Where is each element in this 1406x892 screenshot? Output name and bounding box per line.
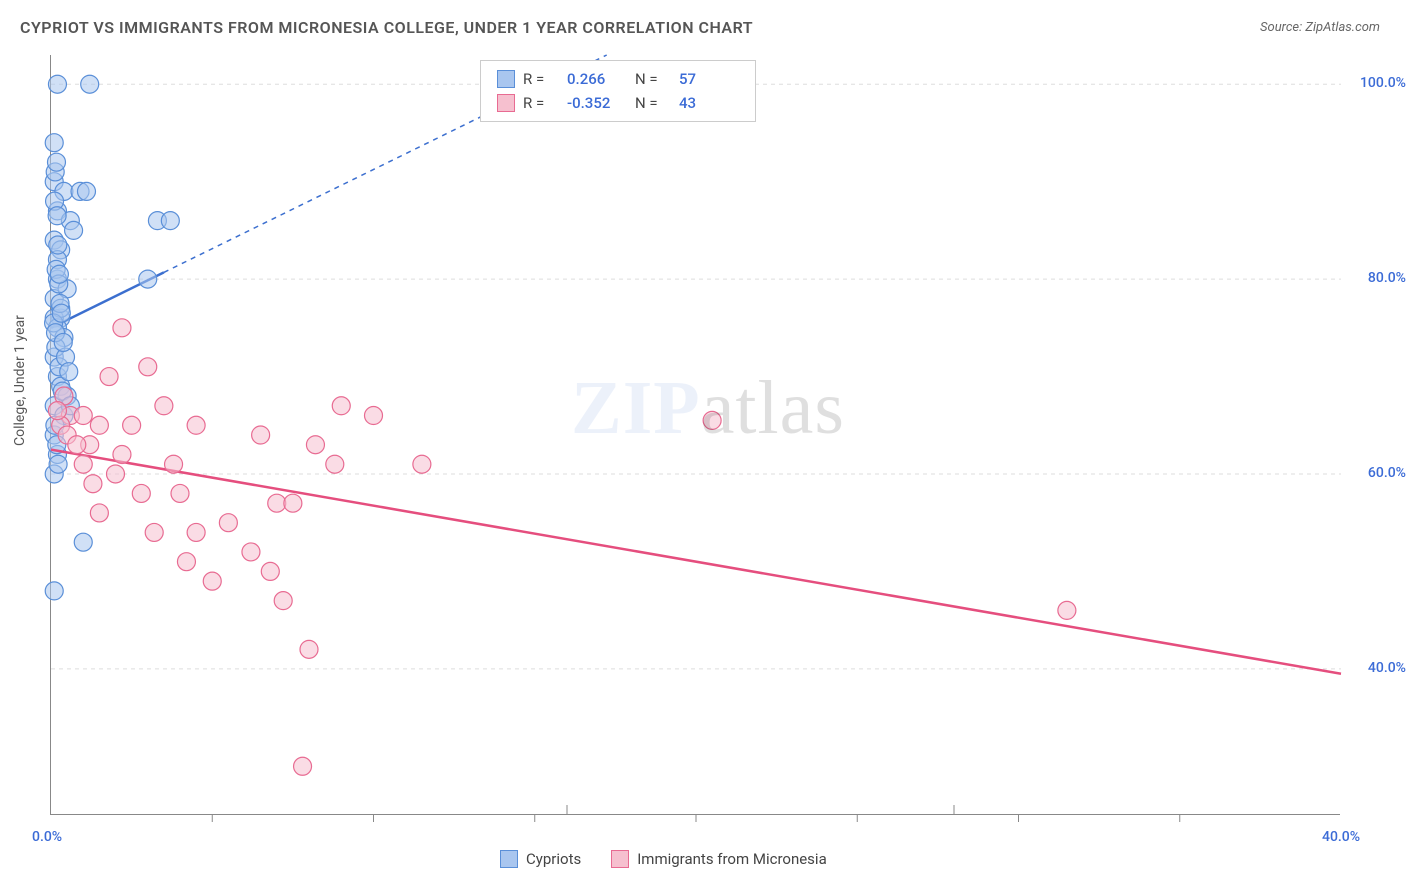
data-point bbox=[161, 212, 179, 230]
data-point bbox=[284, 494, 302, 512]
data-point bbox=[81, 75, 99, 93]
data-point bbox=[90, 416, 108, 434]
n-label: N = bbox=[635, 67, 671, 91]
plot-svg bbox=[51, 55, 1340, 814]
data-point bbox=[203, 572, 221, 590]
n-label: N = bbox=[635, 91, 671, 115]
data-point bbox=[50, 265, 68, 283]
data-point bbox=[54, 333, 72, 351]
data-point bbox=[123, 416, 141, 434]
data-point bbox=[48, 75, 66, 93]
legend-series-label: Immigrants from Micronesia bbox=[637, 850, 827, 868]
data-point bbox=[177, 553, 195, 571]
data-point bbox=[171, 484, 189, 502]
data-point bbox=[90, 504, 108, 522]
legend-series-item: Immigrants from Micronesia bbox=[611, 850, 827, 868]
chart-container: CYPRIOT VS IMMIGRANTS FROM MICRONESIA CO… bbox=[0, 0, 1406, 892]
data-point bbox=[326, 455, 344, 473]
x-tick-label: 40.0% bbox=[1322, 829, 1360, 845]
data-point bbox=[47, 153, 65, 171]
data-point bbox=[100, 368, 118, 386]
legend-swatch bbox=[497, 70, 515, 88]
r-label: R = bbox=[523, 67, 559, 91]
data-point bbox=[703, 411, 721, 429]
data-point bbox=[294, 757, 312, 775]
plot-area: ZIPatlas 40.0%60.0%80.0%100.0% bbox=[50, 55, 1340, 815]
data-point bbox=[45, 134, 63, 152]
data-point bbox=[45, 582, 63, 600]
data-point bbox=[1058, 601, 1076, 619]
x-tick-label: 0.0% bbox=[32, 829, 62, 845]
r-label: R = bbox=[523, 91, 559, 115]
data-point bbox=[132, 484, 150, 502]
data-point bbox=[274, 592, 292, 610]
y-tick-label: 40.0% bbox=[1368, 660, 1406, 676]
data-point bbox=[113, 445, 131, 463]
data-point bbox=[300, 640, 318, 658]
data-point bbox=[261, 562, 279, 580]
y-tick-label: 80.0% bbox=[1368, 270, 1406, 286]
data-point bbox=[48, 207, 66, 225]
data-point bbox=[77, 182, 95, 200]
data-point bbox=[113, 319, 131, 337]
data-point bbox=[48, 402, 66, 420]
legend-swatch bbox=[500, 850, 518, 868]
data-point bbox=[242, 543, 260, 561]
chart-title: CYPRIOT VS IMMIGRANTS FROM MICRONESIA CO… bbox=[20, 18, 753, 37]
data-point bbox=[165, 455, 183, 473]
source-label: Source: ZipAtlas.com bbox=[1260, 20, 1380, 35]
data-point bbox=[74, 455, 92, 473]
legend-swatch bbox=[497, 94, 515, 112]
data-point bbox=[187, 416, 205, 434]
data-point bbox=[332, 397, 350, 415]
data-point bbox=[60, 363, 78, 381]
n-value: 57 bbox=[679, 67, 739, 91]
data-point bbox=[155, 397, 173, 415]
legend-correlation-row: R = -0.352 N = 43 bbox=[497, 91, 739, 115]
data-point bbox=[84, 475, 102, 493]
data-point bbox=[219, 514, 237, 532]
data-point bbox=[365, 407, 383, 425]
legend-correlation: R = 0.266 N = 57 R = -0.352 N = 43 bbox=[480, 60, 756, 122]
data-point bbox=[139, 270, 157, 288]
data-point bbox=[49, 455, 67, 473]
legend-correlation-row: R = 0.266 N = 57 bbox=[497, 67, 739, 91]
y-axis-title: College, Under 1 year bbox=[12, 315, 28, 446]
data-point bbox=[413, 455, 431, 473]
data-point bbox=[52, 304, 70, 322]
data-point bbox=[74, 533, 92, 551]
legend-series: Cypriots Immigrants from Micronesia bbox=[500, 850, 827, 868]
legend-series-label: Cypriots bbox=[526, 850, 581, 868]
y-tick-label: 100.0% bbox=[1360, 75, 1406, 91]
data-point bbox=[187, 523, 205, 541]
legend-swatch bbox=[611, 850, 629, 868]
data-point bbox=[268, 494, 286, 512]
y-tick-label: 60.0% bbox=[1368, 465, 1406, 481]
data-point bbox=[306, 436, 324, 454]
n-value: 43 bbox=[679, 91, 739, 115]
data-point bbox=[145, 523, 163, 541]
data-point bbox=[107, 465, 125, 483]
r-value: -0.352 bbox=[567, 91, 627, 115]
data-point bbox=[65, 221, 83, 239]
trend-line bbox=[51, 450, 1341, 674]
data-point bbox=[252, 426, 270, 444]
legend-series-item: Cypriots bbox=[500, 850, 581, 868]
data-point bbox=[139, 358, 157, 376]
r-value: 0.266 bbox=[567, 67, 627, 91]
data-point bbox=[49, 236, 67, 254]
data-point bbox=[68, 436, 86, 454]
data-point bbox=[74, 407, 92, 425]
